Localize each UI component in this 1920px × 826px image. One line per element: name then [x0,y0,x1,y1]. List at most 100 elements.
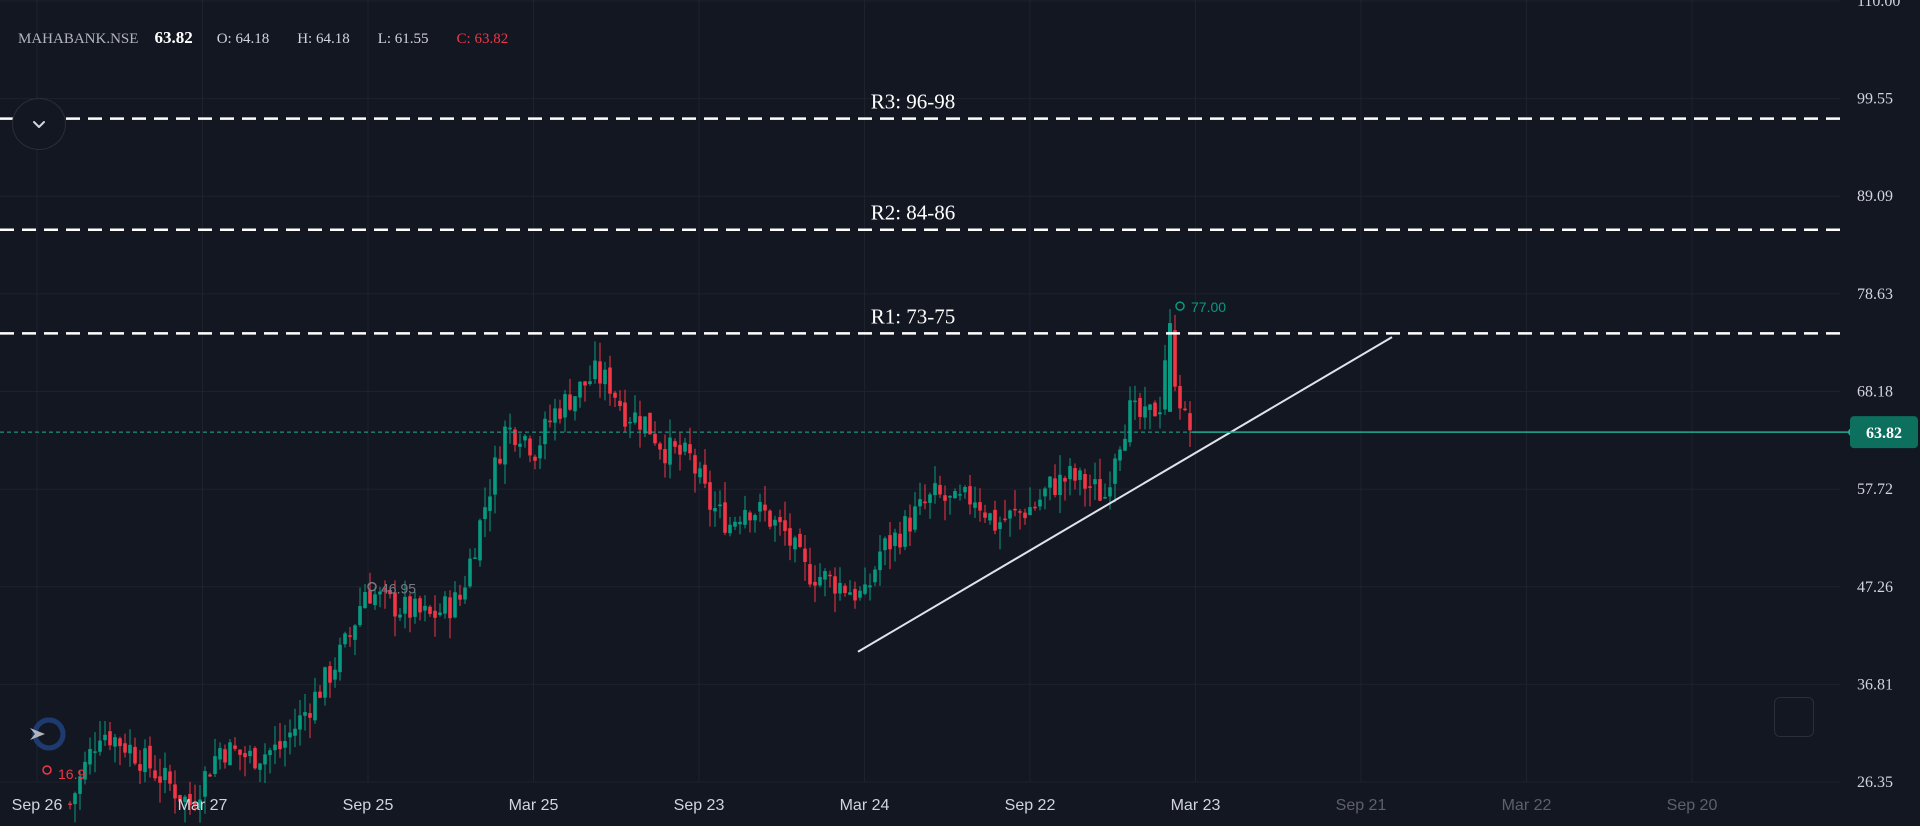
candle-body [1188,413,1192,431]
candle-body [1168,323,1172,412]
x-tick-label: Sep 26 [12,797,63,814]
candle-body [343,633,347,645]
candle-body [763,504,767,511]
candle-body [533,456,537,461]
candle-body [843,585,847,594]
candle-body [543,418,547,445]
x-tick-label: Sep 25 [343,797,394,814]
price-axis: 110.00 99.55 89.09 78.63 68.18 57.72 47.26 36.8… [1857,0,1900,791]
candle-body [993,509,997,531]
candle-body [1018,511,1022,513]
candle-body [313,691,317,721]
candle-body [853,588,857,601]
y-tick-label: 110.00 [1857,0,1900,10]
mid-marker-label: 46.95 [381,581,416,597]
candle-body [768,510,772,527]
candle-body [733,521,737,527]
mid-marker-circle [367,581,377,592]
candle-body [418,598,422,613]
candle-body [833,576,837,594]
candle-body [858,590,862,598]
candle-body [653,433,657,444]
candle-body [158,776,162,783]
candle-body [583,381,587,386]
symbol-name[interactable]: MAHABANK.NSE [18,31,139,47]
candle-body [338,644,342,673]
chart-grid [0,0,1840,783]
candle-body [748,512,752,521]
candle-body [633,412,637,423]
candle-body [398,614,402,618]
open-value: O: 64.18 [216,31,270,47]
candle-body [558,408,562,419]
candle-body [1108,487,1112,497]
candle-body [413,598,417,617]
candle-body [593,360,597,380]
candle-body [948,495,952,498]
candle-body [448,597,452,619]
candle-body [163,767,167,781]
y-tick-label: 89.09 [1857,188,1893,205]
corner-square-button[interactable] [1774,697,1814,737]
tradingview-logo-button[interactable] [27,714,67,754]
candle-body [503,426,507,465]
x-tick-label: Sep 23 [674,797,725,814]
support-trendline[interactable] [857,336,1393,653]
candle-body [1123,438,1127,451]
candle-body [508,427,512,430]
candle-body [873,569,877,583]
candle-body [1068,466,1072,480]
candle-body [393,592,397,617]
collapse-legend-button[interactable] [12,98,66,150]
candle-body [893,532,897,547]
candle-body [408,596,412,618]
candle-body [698,468,702,478]
candle-body [403,596,407,614]
candle-body [323,667,327,698]
candle-body [673,441,677,447]
candle-body [148,745,152,769]
candle-body [913,506,917,530]
candle-body [498,458,502,464]
candle-body [363,592,367,609]
candle-body [133,746,137,764]
candle-body [488,496,492,511]
candle-body [1033,506,1037,509]
candle-body [573,396,577,412]
candle-body [78,776,82,794]
candle-body [168,771,172,784]
candle-body [118,738,122,747]
candle-body [898,533,902,548]
candle-body [1023,512,1027,519]
candle-body [848,592,852,595]
candle-body [353,625,357,640]
candle-body [358,606,362,625]
candle-body [88,749,92,765]
candle-body [783,520,787,531]
candle-body [888,535,892,550]
candle-body [1133,400,1137,403]
candle-body [978,502,982,511]
candle-body [478,520,482,561]
candle-body [463,587,467,600]
candle-body [983,512,987,518]
candle-body [963,487,967,493]
candle-body [658,443,662,450]
candle-body [138,764,142,771]
candlestick-series [68,309,1192,823]
candle-body [333,669,337,680]
candle-body [233,745,237,749]
candle-body [808,564,812,585]
candle-body [628,421,632,424]
candle-body [863,584,867,594]
candle-body [1173,330,1177,387]
resistance-label: R3: 96-98 [871,90,956,114]
y-tick-label: 47.26 [1857,579,1893,596]
candle-body [958,494,962,496]
candle-body [93,751,97,753]
candle-body [298,715,302,730]
low-value: L: 61.55 [377,31,429,47]
candle-body [178,795,182,802]
tradingview-logo-icon [30,717,66,751]
